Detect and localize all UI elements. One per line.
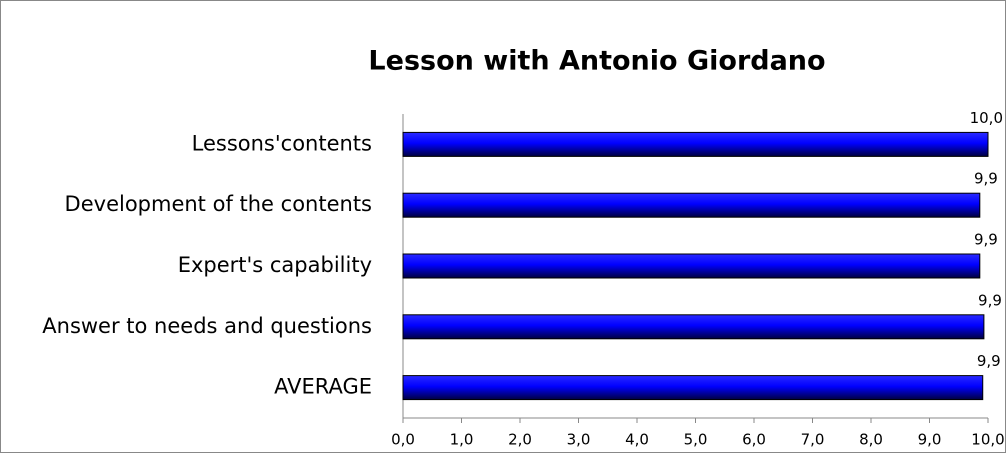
x-tick-label: 5,0 bbox=[684, 431, 708, 449]
value-label: 9,9 bbox=[974, 170, 998, 188]
x-tick-label: 2,0 bbox=[508, 431, 532, 449]
y-tick-label: AVERAGE bbox=[274, 375, 372, 399]
y-tick-label: Expert's capability bbox=[178, 253, 372, 277]
x-tick-label: 8,0 bbox=[859, 431, 883, 449]
value-label: 10,0 bbox=[970, 109, 1003, 127]
x-tick-label: 4,0 bbox=[625, 431, 649, 449]
x-tick-label: 6,0 bbox=[742, 431, 766, 449]
bar bbox=[402, 192, 981, 218]
value-label: 9,9 bbox=[974, 231, 998, 249]
x-tick-label: 7,0 bbox=[801, 431, 825, 449]
bar bbox=[402, 314, 985, 340]
x-tick-label: 9,0 bbox=[918, 431, 942, 449]
value-label: 9,9 bbox=[978, 291, 1002, 309]
x-tick-label: 1,0 bbox=[450, 431, 474, 449]
bar bbox=[402, 253, 981, 279]
x-tick-label: 3,0 bbox=[567, 431, 591, 449]
bar bbox=[402, 131, 989, 157]
x-tick-label: 0,0 bbox=[391, 431, 415, 449]
value-label: 9,9 bbox=[977, 352, 1001, 370]
y-tick-label: Development of the contents bbox=[65, 192, 372, 216]
y-tick-label: Lessons'contents bbox=[192, 131, 372, 155]
chart-title: Lesson with Antonio Giordano bbox=[368, 46, 825, 77]
y-tick-label: Answer to needs and questions bbox=[42, 314, 372, 338]
bar bbox=[402, 375, 984, 401]
x-tick-label: 10,0 bbox=[971, 431, 1004, 449]
